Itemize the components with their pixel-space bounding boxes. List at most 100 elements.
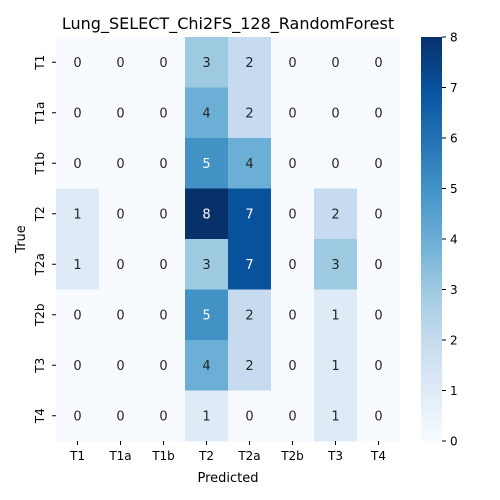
heatmap-cell-T2a-T4 bbox=[357, 239, 401, 290]
cell-value-label: 2 bbox=[331, 207, 339, 222]
heatmap-cell-T2-T2a bbox=[228, 188, 272, 240]
cell-value-label: 0 bbox=[374, 409, 382, 424]
heatmap-cell-T2b-T2a bbox=[228, 289, 272, 341]
y-tick-label: T1a bbox=[33, 102, 47, 125]
heatmap-cell-T2-T1a bbox=[99, 188, 143, 240]
cell-value-label: 4 bbox=[202, 359, 210, 374]
cell-value-label: 0 bbox=[116, 207, 124, 222]
heatmap-cell-T2a-T1a bbox=[99, 239, 143, 290]
colorbar-tick-label: 1 bbox=[450, 384, 458, 398]
cell-value-label: 0 bbox=[116, 308, 124, 323]
heatmap-cell-T1-T1a bbox=[99, 37, 143, 88]
cell-value-label: 0 bbox=[73, 409, 81, 424]
cell-value-label: 0 bbox=[288, 308, 296, 323]
heatmap-cell-T2a-T1 bbox=[56, 239, 100, 290]
heatmap-cell-T4-T4 bbox=[357, 390, 401, 442]
heatmap-cell-T1b-T1b bbox=[142, 138, 186, 189]
y-tick-label: T1b bbox=[33, 152, 47, 176]
colorbar: 0 1 2 3 4 5 6 7 8 bbox=[421, 31, 458, 449]
cell-value-label: 0 bbox=[116, 157, 124, 172]
cell-value-label: 4 bbox=[245, 157, 253, 172]
x-tick-label: T3 bbox=[327, 449, 343, 463]
cell-value-label: 8 bbox=[202, 207, 210, 222]
cell-value-label: 0 bbox=[116, 56, 124, 71]
heatmap-cell-T3-T1a bbox=[99, 340, 143, 391]
heatmap-cell-T2-T2b bbox=[271, 188, 315, 240]
y-tick-label: T3 bbox=[33, 358, 47, 374]
x-tick-label: T1b bbox=[151, 449, 175, 463]
cell-value-label: 2 bbox=[245, 106, 253, 121]
heatmap-cell-T1a-T2 bbox=[185, 87, 229, 139]
colorbar-tick-label: 6 bbox=[450, 132, 458, 146]
heatmap-cell-T2a-T3 bbox=[314, 239, 358, 290]
x-tick-label: T2b bbox=[280, 449, 304, 463]
cell-value-label: 0 bbox=[159, 409, 167, 424]
heatmap-cell-T2b-T4 bbox=[357, 289, 401, 341]
cell-value-label: 3 bbox=[202, 258, 210, 273]
heatmap-cell-T1-T4 bbox=[357, 37, 401, 88]
cell-value-label: 0 bbox=[159, 308, 167, 323]
y-tick-label: T1 bbox=[33, 55, 47, 71]
heatmap-cell-T1a-T2b bbox=[271, 87, 315, 139]
colorbar-tick-label: 2 bbox=[450, 334, 458, 348]
cell-value-label: 0 bbox=[73, 157, 81, 172]
cell-value-label: 0 bbox=[288, 359, 296, 374]
cell-value-label: 0 bbox=[374, 207, 382, 222]
heatmap-cell-T2a-T2 bbox=[185, 239, 229, 290]
cell-value-label: 0 bbox=[288, 157, 296, 172]
heatmap-cell-T1b-T2b bbox=[271, 138, 315, 189]
heatmap-cell-T2-T3 bbox=[314, 188, 358, 240]
x-axis-label: Predicted bbox=[197, 471, 258, 486]
cell-value-label: 0 bbox=[374, 106, 382, 121]
cell-value-label: 0 bbox=[374, 359, 382, 374]
heatmap-cell-T1a-T1a bbox=[99, 87, 143, 139]
cell-value-label: 0 bbox=[331, 106, 339, 121]
cell-value-label: 0 bbox=[288, 106, 296, 121]
heatmap-cell-T2-T4 bbox=[357, 188, 401, 240]
cell-value-label: 0 bbox=[374, 157, 382, 172]
heatmap-cell-T2-T1b bbox=[142, 188, 186, 240]
colorbar-tick-label: 0 bbox=[450, 435, 458, 449]
cell-value-label: 0 bbox=[116, 106, 124, 121]
heatmap-cell-T2a-T1b bbox=[142, 239, 186, 290]
chart-title: Lung_SELECT_Chi2FS_128_RandomForest bbox=[62, 14, 394, 34]
heatmap-cell-T4-T2 bbox=[185, 390, 229, 442]
cell-value-label: 0 bbox=[73, 359, 81, 374]
heatmap-cell-T2b-T2b bbox=[271, 289, 315, 341]
x-axis-ticks: T1 T1a T1b T2 T2a T2b T3 T4 bbox=[69, 441, 386, 463]
cell-value-label: 2 bbox=[245, 359, 253, 374]
cell-value-label: 1 bbox=[331, 409, 339, 424]
heatmap-cell-T1b-T1a bbox=[99, 138, 143, 189]
heatmap-cell-T3-T4 bbox=[357, 340, 401, 391]
heatmap-cell-T1a-T4 bbox=[357, 87, 401, 139]
cell-value-label: 5 bbox=[202, 308, 210, 323]
cell-value-label: 0 bbox=[159, 157, 167, 172]
heatmap-cell-T1-T3 bbox=[314, 37, 358, 88]
cell-value-label: 0 bbox=[73, 56, 81, 71]
heatmap-cell-T2a-T2b bbox=[271, 239, 315, 290]
heatmap-cell-T3-T2a bbox=[228, 340, 272, 391]
heatmap-cell-T2-T1 bbox=[56, 188, 100, 240]
heatmap-cell-T1-T2 bbox=[185, 37, 229, 88]
x-tick-label: T4 bbox=[370, 449, 386, 463]
heatmap-cell-T1-T1 bbox=[56, 37, 100, 88]
heatmap-cell-T2a-T2a bbox=[228, 239, 272, 290]
heatmap-cell-T3-T1 bbox=[56, 340, 100, 391]
heatmap-cell-T3-T2 bbox=[185, 340, 229, 391]
cell-value-label: 0 bbox=[288, 258, 296, 273]
heatmap-cell-T2-T2 bbox=[185, 188, 229, 240]
y-axis-ticks: T1 T1a T1b T2 T2a T2b T3 T4 bbox=[33, 55, 56, 424]
heatmap-cell-T2b-T1a bbox=[99, 289, 143, 341]
heatmap-cell-T1b-T1 bbox=[56, 138, 100, 189]
cell-value-label: 1 bbox=[331, 308, 339, 323]
cell-value-label: 0 bbox=[374, 308, 382, 323]
y-tick-label: T2a bbox=[33, 253, 47, 276]
colorbar-gradient bbox=[421, 37, 442, 441]
heatmap-cell-T2b-T1 bbox=[56, 289, 100, 341]
cell-value-label: 1 bbox=[73, 207, 81, 222]
heatmap-cell-T1a-T1b bbox=[142, 87, 186, 139]
cell-value-label: 0 bbox=[159, 258, 167, 273]
heatmap-cell-T1b-T2a bbox=[228, 138, 272, 189]
cell-value-label: 5 bbox=[202, 157, 210, 172]
